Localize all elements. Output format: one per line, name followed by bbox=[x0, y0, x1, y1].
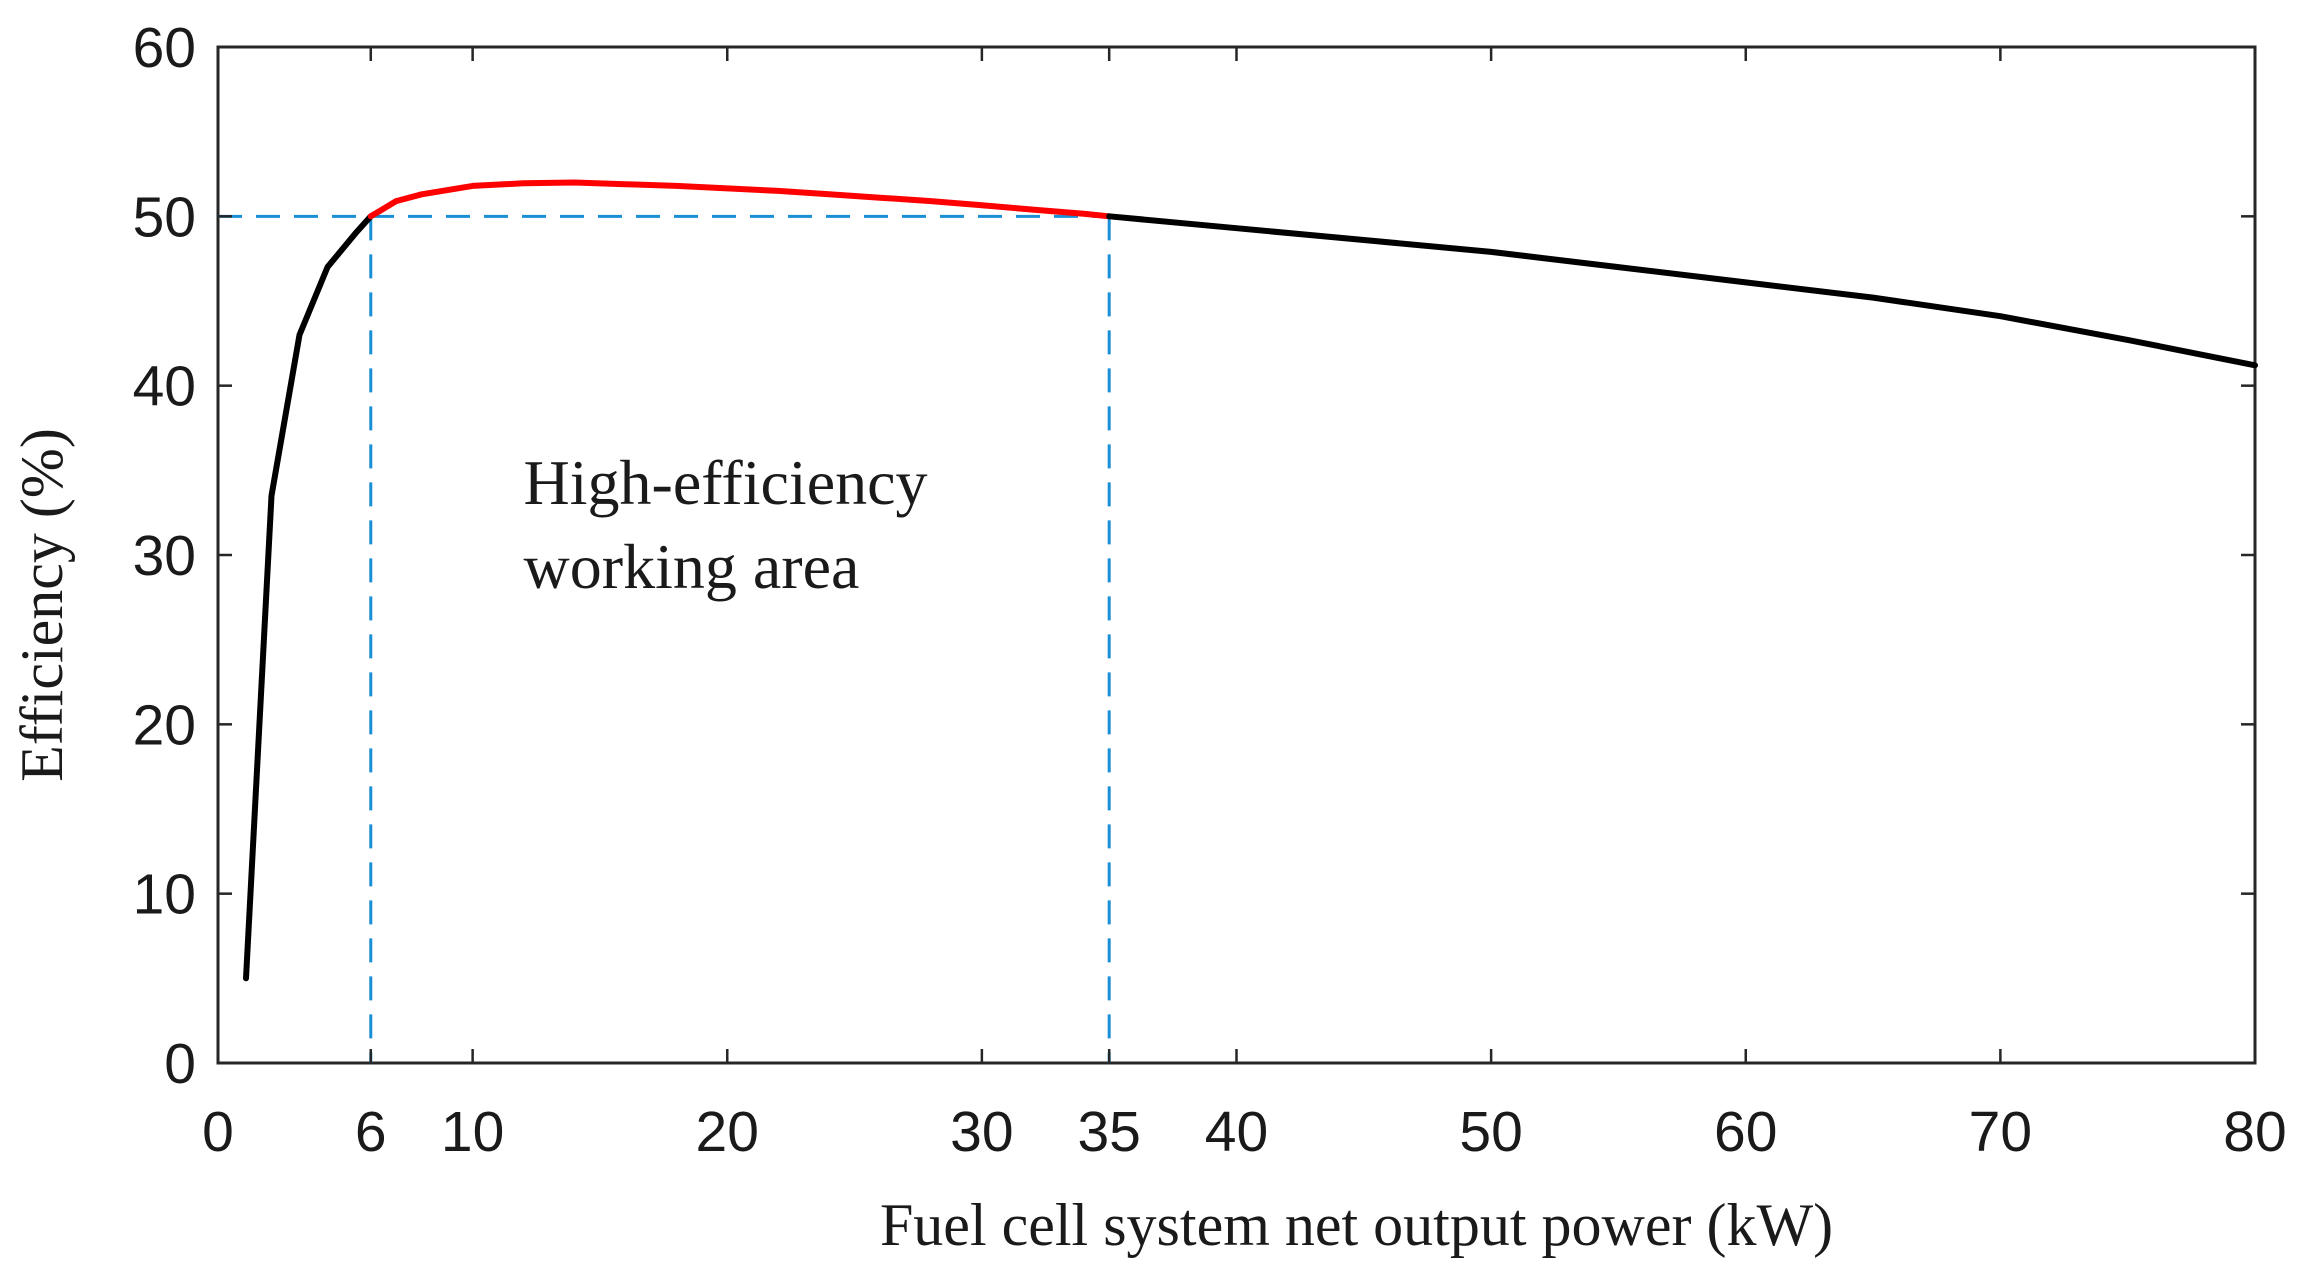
series-line-0 bbox=[243, 213, 374, 982]
y-tick-label-60: 60 bbox=[133, 16, 196, 80]
series-line-2 bbox=[1106, 213, 2258, 369]
x-tick-label-30: 30 bbox=[950, 1100, 1013, 1164]
x-tick-label-40: 40 bbox=[1205, 1100, 1268, 1164]
ticks bbox=[216, 45, 2257, 1065]
x-tick-label-35: 35 bbox=[1077, 1100, 1140, 1164]
x-tick-label-50: 50 bbox=[1459, 1100, 1522, 1164]
x-tick-label-70: 70 bbox=[1969, 1100, 2032, 1164]
series-lines bbox=[243, 179, 2258, 982]
x-tick-label-6: 6 bbox=[355, 1100, 387, 1164]
x-tick-label-10: 10 bbox=[441, 1100, 504, 1164]
y-tick-label-0: 0 bbox=[164, 1032, 196, 1096]
y-tick-label-40: 40 bbox=[133, 355, 196, 419]
y-axis-title: Efficiency (%) bbox=[9, 428, 75, 782]
y-tick-label-30: 30 bbox=[133, 524, 196, 588]
y-tick-label-20: 20 bbox=[133, 693, 196, 757]
x-tick-label-0: 0 bbox=[202, 1100, 234, 1164]
x-axis-title: Fuel cell system net output power (kW) bbox=[880, 1192, 1833, 1258]
y-tick-label-50: 50 bbox=[133, 185, 196, 249]
x-tick-label-60: 60 bbox=[1714, 1100, 1777, 1164]
y-tick-label-10: 10 bbox=[133, 863, 196, 927]
x-tick-label-80: 80 bbox=[2223, 1100, 2286, 1164]
tick-labels: 0 6 10 20 30 35 40 50 60 70 80 0 10 20 30 40 50 60 bbox=[133, 16, 2287, 1164]
series-line-1 bbox=[367, 179, 1113, 220]
annotation-line-1: High-efficiency bbox=[524, 447, 928, 518]
reference-lines bbox=[218, 214, 1111, 1063]
annotation-line-2: working area bbox=[524, 531, 860, 602]
x-tick-label-20: 20 bbox=[696, 1100, 759, 1164]
annotation-text: High-efficiency working area bbox=[524, 447, 944, 602]
